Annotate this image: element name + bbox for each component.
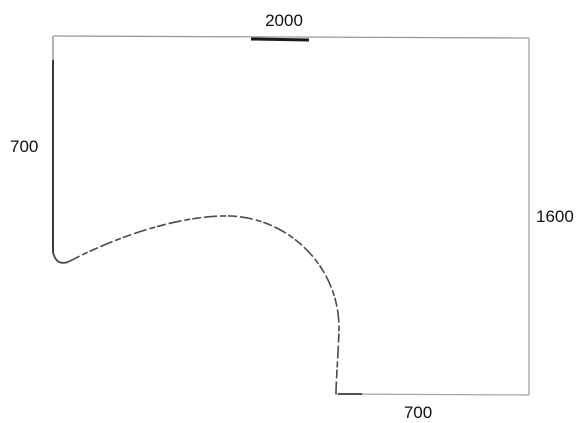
curved-cutout [52, 215, 340, 395]
left-height-label: 700 [10, 137, 38, 156]
top-edge-emphasis [250, 37, 310, 42]
top-width-label: 2000 [265, 11, 303, 30]
bottom-width-label: 700 [404, 403, 432, 422]
outline-edges [52, 35, 530, 396]
emphasis-strokes [52, 37, 362, 395]
dimension-labels: 2000 700 1600 700 [10, 11, 574, 422]
right-height-label: 1600 [536, 207, 574, 226]
concave-arc [67, 215, 340, 395]
top-edge [52, 35, 530, 39]
bottom-edge [334, 393, 530, 396]
left-corner-curve [52, 251, 69, 264]
